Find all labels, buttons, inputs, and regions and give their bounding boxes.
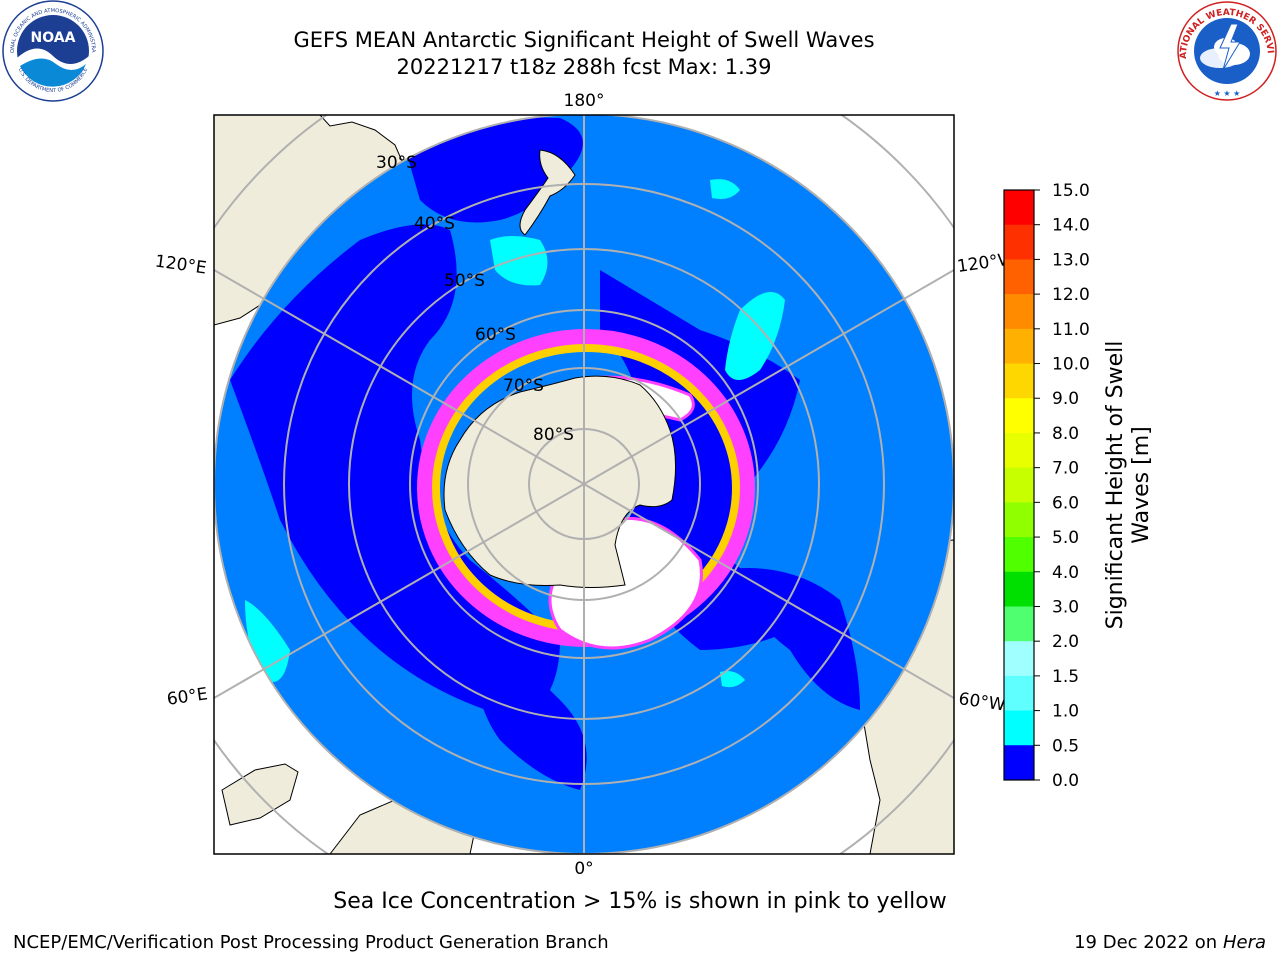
colorbar-ticks: 15.0 14.0 13.0 12.0 11.0 10.0 9.0 8.0 7.0 6.0 5.0 4… [1034,181,1090,791]
colorbar-segment [1004,328,1034,365]
credit-text: NCEP/EMC/Verification Post Processing Pr… [13,932,609,953]
colorbar-title: Significant Height of Swell Waves [m] [1103,341,1155,630]
colorbar-segment [1004,363,1034,399]
colorbar-tick-label: 0.0 [1052,771,1079,791]
colorbar-tick-label: 8.0 [1052,424,1079,444]
colorbar-tick-label: 6.0 [1052,493,1079,513]
lat-label-40s: 40°S [414,214,455,234]
lat-label-60s: 60°S [475,325,516,345]
lon-label-60e: 60°E [166,684,209,709]
lon-label-180: 180° [564,91,605,111]
map-frame [213,114,955,855]
colorbar-segment [1004,502,1034,538]
colorbar-segment [1004,294,1034,330]
colorbar-segment [1004,259,1034,295]
colorbar-tick-label: 15.0 [1052,181,1090,201]
colorbar-segment [1004,224,1034,260]
colorbar-segment [1004,398,1034,434]
nws-logo-icon: NATIONAL WEATHER SERVICE ★ ★ ★ [1176,0,1277,101]
run-date-text: 19 Dec 2022 on [1074,932,1218,953]
colorbar-segment [1004,710,1034,746]
lat-label-30s: 30°S [376,153,417,173]
sea-ice-note: Sea Ice Concentration > 15% is shown in … [333,889,947,914]
colorbar-tick-label: 10.0 [1052,355,1090,375]
colorbar-segment [1004,190,1034,226]
lon-label-0: 0° [574,859,593,879]
run-date: 19 Dec 2022 on Hera [1074,932,1266,953]
colorbar-segment [1004,745,1034,780]
madagascar-land [221,763,299,826]
colorbar-tick-label: 4.0 [1052,563,1079,583]
colorbar-tick-label: 9.0 [1052,389,1079,409]
new-zealand-land [519,149,576,236]
lon-label-60w: 60°W [957,689,1006,715]
colorbar-title-line2: Waves [m] [1129,426,1154,544]
colorbar-segment [1004,432,1034,469]
chart-title: GEFS MEAN Antarctic Significant Height o… [293,28,875,52]
colorbar-tick-label: 2.0 [1052,632,1079,652]
noaa-logo-icon: NOAA NATIONAL OCEANIC AND ATMOSPHERIC AD… [2,0,104,102]
colorbar-tick-label: 12.0 [1052,285,1090,305]
colorbar-segment [1004,467,1034,503]
colorbar-tick-label: 1.5 [1052,667,1079,687]
lon-label-120e: 120°E [154,252,208,279]
machine-name: Hera [1222,932,1266,953]
colorbar-frame [1003,189,1035,781]
colorbar-tick-label: 5.0 [1052,528,1079,548]
colorbar-tick-label: 3.0 [1052,597,1079,617]
colorbar [1003,189,1035,781]
svg-text:NOAA: NOAA [31,30,76,46]
chart-subtitle: 20221217 t18z 288h fcst Max: 1.39 [396,55,772,79]
colorbar-segment [1004,537,1034,573]
graticule [214,115,954,854]
colorbar-tick-label: 0.5 [1052,736,1079,756]
colorbar-segment [1004,675,1034,712]
colorbar-segment [1004,641,1034,677]
colorbar-segment [1004,606,1034,642]
colorbar-tick-label: 1.0 [1052,702,1079,722]
colorbar-tick-label: 13.0 [1052,250,1090,270]
lat-label-70s: 70°S [503,376,544,396]
colorbar-tick-label: 14.0 [1052,216,1090,236]
colorbar-segment [1004,571,1034,607]
colorbar-title-line1: Significant Height of Swell [1103,340,1128,630]
lat-label-50s: 50°S [444,271,485,291]
antarctica-land [443,375,677,588]
colorbar-tick-label: 7.0 [1052,459,1079,479]
lat-label-80s: 80°S [533,425,574,445]
colorbar-tick-label: 11.0 [1052,320,1090,340]
svg-text:★ ★ ★: ★ ★ ★ [1214,89,1241,98]
